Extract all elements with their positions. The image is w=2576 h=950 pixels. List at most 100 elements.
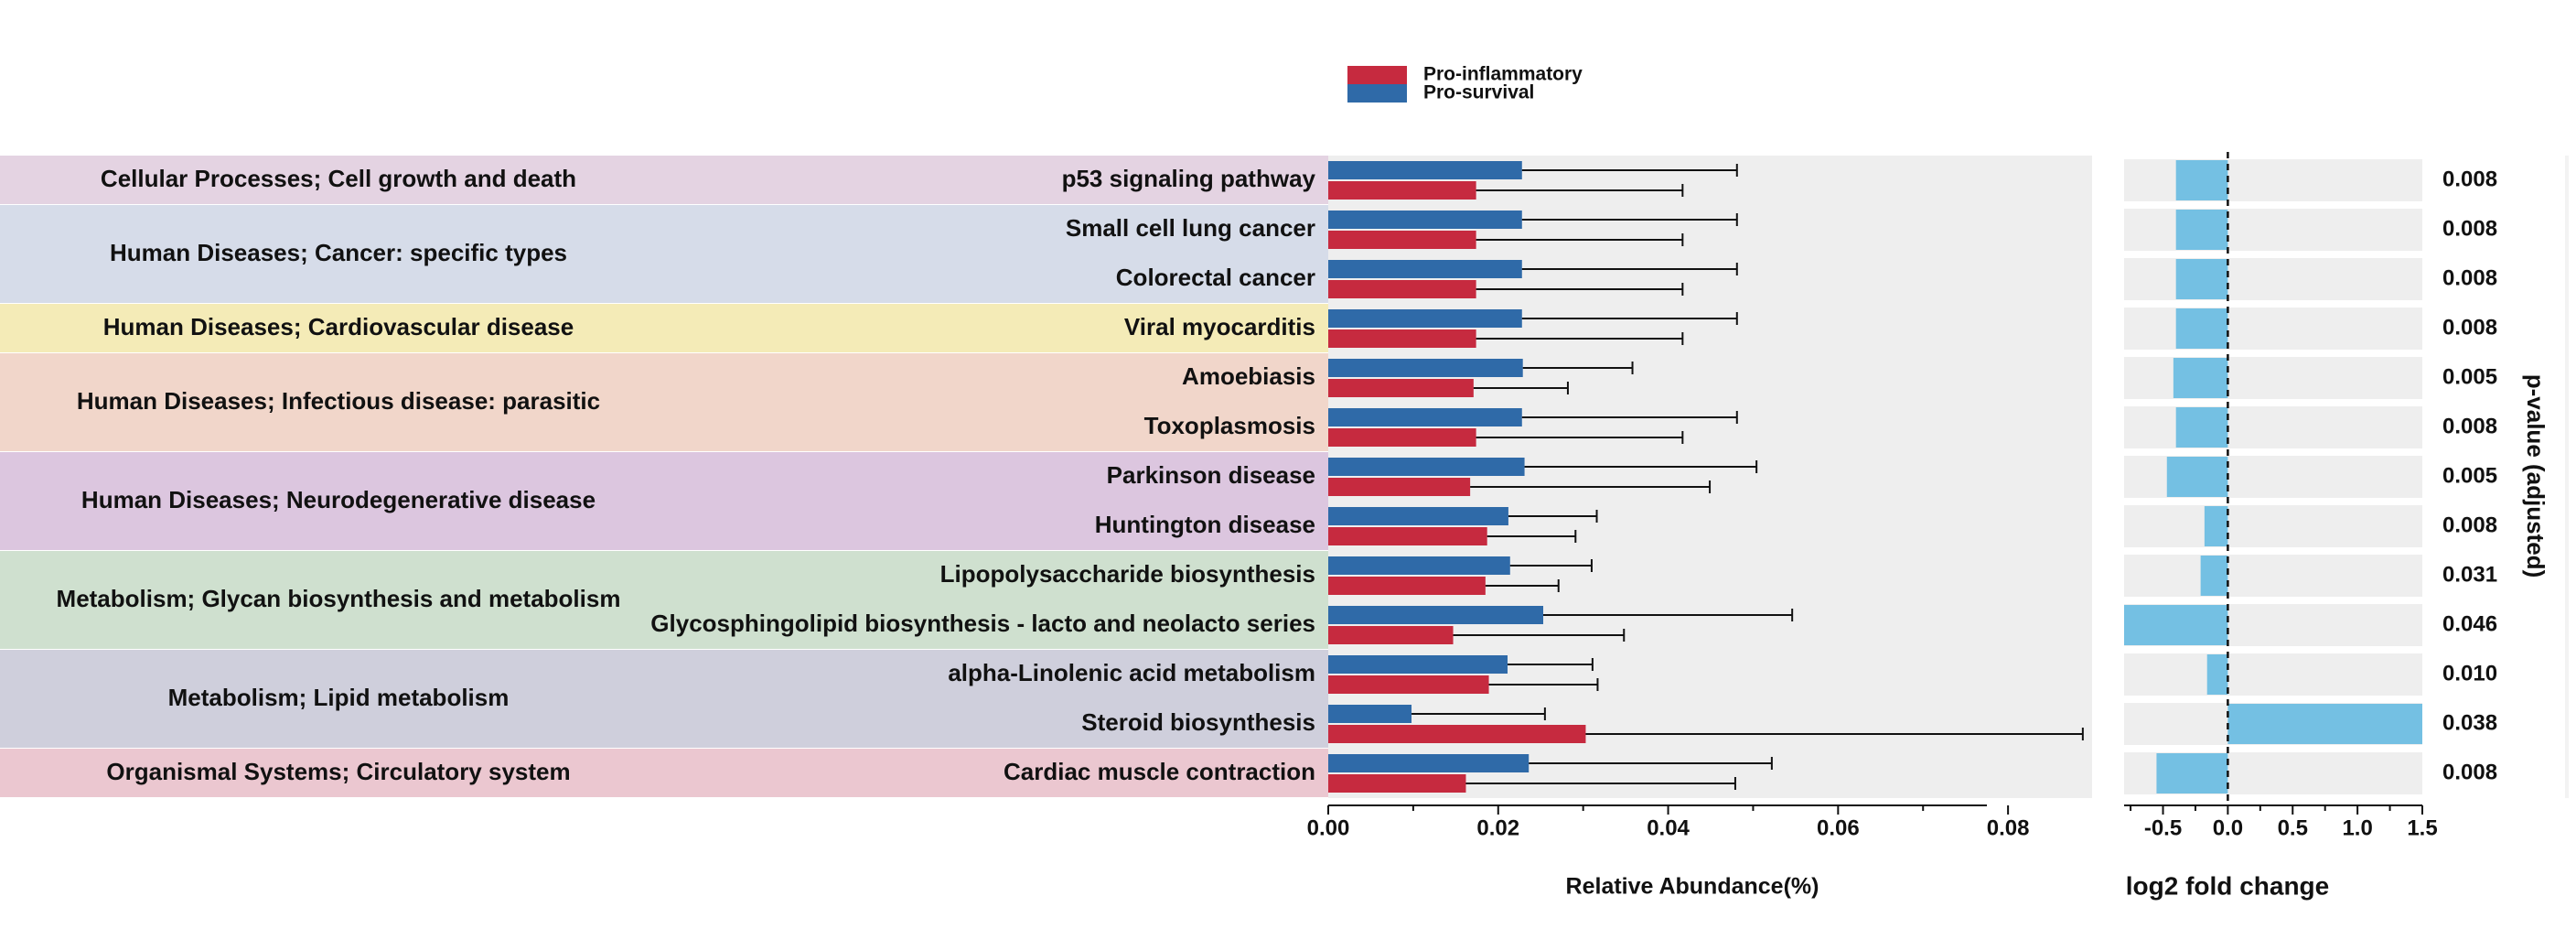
x-tick-label: 0.02	[1476, 815, 1519, 840]
fc-row-background	[2124, 357, 2422, 399]
p-value-label: 0.008	[2442, 265, 2497, 290]
group-band	[0, 749, 1328, 798]
bar-pro-inflammatory	[1328, 725, 1586, 743]
legend-swatch-pro-survival	[1347, 84, 1407, 103]
group-label: Cellular Processes; Cell growth and deat…	[101, 165, 576, 192]
group-band	[0, 650, 1328, 749]
x-tick-label: 0.04	[1647, 815, 1690, 840]
pathway-label: p53 signaling pathway	[1062, 165, 1316, 192]
p-value-label: 0.005	[2442, 463, 2497, 488]
group-band	[0, 156, 1328, 205]
bar-pro-survival	[1328, 309, 1522, 328]
bar-pro-inflammatory	[1328, 675, 1489, 694]
group-band	[0, 304, 1328, 353]
x-tick-label: 0.06	[1817, 815, 1860, 840]
fc-row-background	[2124, 159, 2422, 201]
fc-tick-label: -0.5	[2144, 815, 2182, 840]
fc-bar	[2175, 308, 2228, 349]
pathway-label: Toxoplasmosis	[1144, 412, 1315, 439]
bar-pro-survival	[1328, 507, 1508, 525]
group-label: Human Diseases; Cardiovascular disease	[103, 313, 574, 340]
pathway-label: Glycosphingolipid biosynthesis - lacto a…	[650, 610, 1315, 637]
p-value-label: 0.008	[2442, 167, 2497, 191]
bar-pro-inflammatory	[1328, 329, 1476, 348]
bar-pro-survival	[1328, 655, 1508, 674]
p-value-label: 0.038	[2442, 710, 2497, 735]
pathway-label: alpha-Linolenic acid metabolism	[948, 659, 1315, 686]
bar-pro-inflammatory	[1328, 428, 1476, 447]
bar-pro-inflammatory	[1328, 774, 1466, 793]
p-value-label: 0.008	[2442, 315, 2497, 340]
p-value-label: 0.008	[2442, 760, 2497, 784]
pathway-label: Cardiac muscle contraction	[1004, 758, 1315, 785]
bar-pro-survival	[1328, 161, 1522, 179]
pathway-label: Small cell lung cancer	[1066, 214, 1315, 242]
group-band	[0, 353, 1328, 452]
fc-bar	[2175, 210, 2228, 250]
group-label: Human Diseases; Neurodegenerative diseas…	[81, 486, 596, 513]
bar-pro-survival	[1328, 359, 1523, 377]
bar-pro-inflammatory	[1328, 181, 1476, 200]
fc-bar	[2206, 654, 2228, 695]
group-band	[0, 452, 1328, 551]
pathway-label: Viral myocarditis	[1124, 313, 1315, 340]
bar-pro-inflammatory	[1328, 478, 1471, 496]
group-label: Metabolism; Glycan biosynthesis and meta…	[57, 585, 621, 612]
legend-label-pro-inflammatory: Pro-inflammatory	[1423, 64, 1583, 85]
fc-bar	[2175, 259, 2228, 299]
pathway-label: Huntington disease	[1095, 511, 1315, 538]
plot-background	[1328, 156, 2092, 798]
fc-row-background	[2124, 406, 2422, 448]
pathway-label: Lipopolysaccharide biosynthesis	[940, 560, 1315, 588]
fc-row-background	[2124, 505, 2422, 547]
legend-swatch-pro-inflammatory	[1347, 66, 1407, 84]
group-band	[0, 551, 1328, 650]
p-value-axis-title: p-value (adjusted)	[2522, 374, 2549, 578]
fc-axis-title: log2 fold change	[2126, 871, 2329, 900]
fc-bar	[2204, 506, 2228, 546]
p-value-label: 0.031	[2442, 562, 2497, 587]
x-tick-label: 0.00	[1307, 815, 1350, 840]
bar-pro-inflammatory	[1328, 231, 1476, 249]
bar-pro-inflammatory	[1328, 626, 1454, 644]
fc-bar	[2227, 704, 2422, 744]
fc-row-background	[2124, 209, 2422, 251]
fc-bar	[2124, 605, 2228, 645]
fc-row-background	[2124, 653, 2422, 696]
pathway-label: Steroid biosynthesis	[1081, 708, 1315, 736]
pathway-label: Colorectal cancer	[1116, 264, 1315, 291]
fc-bar	[2200, 556, 2228, 596]
p-value-label: 0.008	[2442, 513, 2497, 537]
bar-pro-survival	[1328, 556, 1510, 575]
group-band	[0, 205, 1328, 304]
bar-pro-inflammatory	[1328, 379, 1474, 397]
bar-pro-survival	[1328, 705, 1412, 723]
bar-pro-inflammatory	[1328, 577, 1486, 595]
fc-bar	[2175, 407, 2228, 448]
fc-tick-label: 0.5	[2278, 815, 2308, 840]
bar-pro-survival	[1328, 606, 1544, 624]
p-value-label: 0.005	[2442, 364, 2497, 389]
group-label: Metabolism; Lipid metabolism	[168, 684, 510, 711]
fc-tick-label: 0.0	[2213, 815, 2243, 840]
x-axis-title: Relative Abundance(%)	[1566, 874, 1819, 900]
legend-label-pro-survival: Pro-survival	[1423, 82, 1534, 103]
fc-bar	[2175, 160, 2228, 200]
bar-pro-survival	[1328, 211, 1522, 229]
group-label: Organismal Systems; Circulatory system	[106, 758, 570, 785]
x-tick-label: 0.08	[1987, 815, 2030, 840]
fc-row-background	[2124, 258, 2422, 300]
bar-pro-inflammatory	[1328, 527, 1487, 545]
p-value-label: 0.010	[2442, 661, 2497, 686]
bar-pro-inflammatory	[1328, 280, 1476, 298]
group-label: Human Diseases; Infectious disease: para…	[77, 387, 600, 415]
bar-pro-survival	[1328, 260, 1522, 278]
p-value-label: 0.008	[2442, 216, 2497, 241]
fc-tick-label: 1.0	[2342, 815, 2372, 840]
fc-row-background	[2124, 308, 2422, 350]
p-value-label: 0.008	[2442, 414, 2497, 438]
bar-pro-survival	[1328, 458, 1525, 476]
group-label: Human Diseases; Cancer: specific types	[110, 239, 567, 266]
pathway-label: Parkinson disease	[1107, 461, 1315, 489]
